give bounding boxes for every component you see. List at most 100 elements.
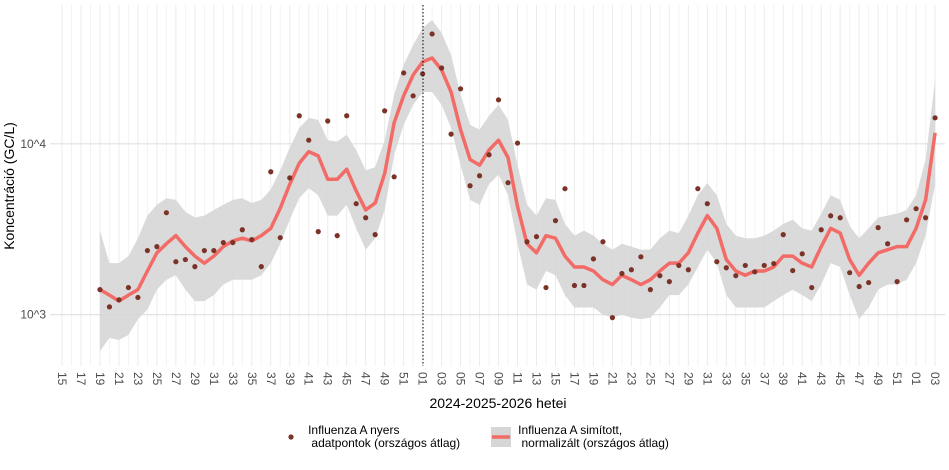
data-point [657,273,663,279]
data-point [97,287,103,293]
data-point [429,31,435,37]
data-point [524,239,530,245]
x-tick-label: 13 [530,372,544,386]
data-point [391,174,397,180]
legend-item: Influenza A simított, normalizált (orszá… [490,424,669,450]
data-point [742,262,748,269]
x-tick-label: 23 [624,372,638,386]
data-point [457,86,464,92]
data-point [182,256,188,263]
x-tick-label: 29 [188,372,202,386]
data-point [249,236,255,243]
x-tick-label: 19 [93,372,107,386]
x-tick-label: 09 [492,372,506,386]
x-tick-label: 37 [264,372,278,386]
data-point [894,279,900,285]
data-point [258,264,264,270]
x-tick-label: 43 [321,372,335,386]
smoothed-line [99,56,937,303]
data-point [106,304,113,310]
data-point [932,115,938,121]
x-tick-label: 41 [795,372,809,386]
data-point [647,287,653,293]
data-point [913,206,919,212]
x-tick-label: 47 [852,372,866,386]
legend-point [288,434,294,440]
data-point [448,131,454,137]
x-tick-label: 31 [700,372,714,386]
data-point [486,152,492,158]
data-point [799,251,805,257]
data-point [410,93,416,99]
x-tick-label: 41 [302,372,316,386]
data-point [761,262,767,269]
data-point [277,235,283,241]
x-tick-label: 01 [909,372,923,386]
data-point [552,218,559,224]
data-point [609,315,616,321]
x-tick-label: 21 [112,372,126,386]
data-point [828,213,834,219]
data-point [619,270,625,277]
data-point [666,279,672,285]
data-point [638,254,644,260]
x-tick-label: 25 [150,372,164,386]
data-point [220,239,226,246]
data-point [809,284,815,291]
x-tick-label: 35 [738,372,752,386]
data-point [372,232,378,238]
x-tick-label: 39 [776,372,790,386]
data-point [144,247,151,254]
x-axis-title: 2024-2025-2026 hetei [429,395,566,411]
x-tick-label: 01 [416,372,430,386]
data-point [590,256,597,262]
data-point [296,113,302,119]
data-point [211,247,217,254]
data-point [116,297,122,303]
x-tick-label: 15 [548,372,562,386]
data-point [752,269,758,275]
data-point [771,260,777,267]
y-tick-label: 10^3 [20,308,46,322]
data-point [780,232,786,238]
legend-key [491,427,512,447]
data-point [201,247,207,254]
grid [50,5,945,366]
data-point [562,186,568,192]
x-tick-label: 07 [473,372,487,386]
data-point [476,173,483,179]
data-point [837,215,843,221]
x-tick-label: 25 [643,372,657,386]
data-point [125,284,132,291]
data-point [600,239,606,245]
legend-label: Influenza A simított, normalizált (orszá… [518,423,669,450]
data-point [581,282,587,289]
data-point [514,140,521,146]
data-point [495,97,502,103]
x-tick-label: 47 [359,372,373,386]
data-point [533,234,540,240]
data-point [154,244,160,250]
data-point [401,70,407,76]
x-tick-label: 21 [605,372,619,386]
x-tick-label: 43 [814,372,828,386]
x-tick-label: 37 [757,372,771,386]
x-tick-label: 27 [169,372,183,386]
data-point [875,225,881,231]
x-tick-label: 19 [586,372,600,386]
x-tick-label: 27 [662,372,676,386]
x-tick-label: 17 [567,372,581,386]
data-point [439,65,445,71]
data-point [230,239,236,246]
x-tick-label: 03 [928,372,942,386]
x-tick-label: 49 [871,372,885,386]
data-point [306,137,312,143]
data-point [363,215,369,221]
data-point [856,283,862,290]
data-point [163,210,169,216]
data-point [714,259,720,265]
x-tick-label: 45 [833,372,847,386]
x-tick-label: 39 [283,372,297,386]
data-point [922,215,929,221]
data-point [904,217,910,223]
